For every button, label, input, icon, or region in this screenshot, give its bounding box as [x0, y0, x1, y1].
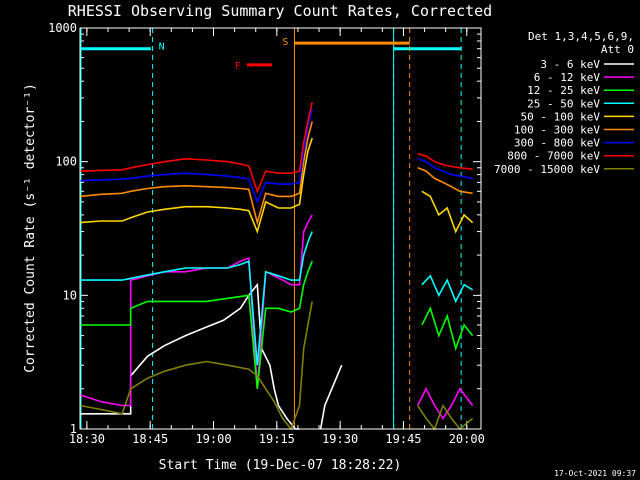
series-line — [80, 231, 313, 366]
night-label: N — [159, 42, 165, 53]
legend-title-line-1: Det 1,3,4,5,6,9, — [528, 30, 634, 43]
legend-label: 6 - 12 keV — [534, 71, 601, 84]
legend-label: 100 - 300 keV — [514, 124, 600, 137]
legend-label: 3 - 6 keV — [540, 58, 600, 71]
series-line — [79, 121, 313, 226]
legend-label: 25 - 50 keV — [527, 97, 600, 110]
legend-label: 7000 - 15000 keV — [494, 163, 600, 176]
series-line — [417, 403, 474, 431]
legend-label: 300 - 800 keV — [514, 137, 600, 150]
series-line — [80, 260, 313, 389]
y-tick-label: 10 — [63, 288, 77, 302]
plot-frame — [79, 27, 482, 430]
series-line — [421, 306, 474, 352]
x-axis-label: Start Time (19-Dec-07 18:28:22) — [159, 458, 402, 473]
x-tick-label: 19:15 — [259, 432, 295, 446]
series-line — [79, 101, 313, 194]
axis-ticks: 18:30 18:45 19:00 19:15 19:30 19:45 20:00 1 10 10… — [48, 21, 485, 446]
flare-label: F — [235, 61, 241, 72]
x-tick-label: 18:30 — [69, 432, 105, 446]
chart-title: RHESSI Observing Summary Count Rates, Co… — [68, 2, 492, 20]
x-tick-label: 19:30 — [322, 432, 358, 446]
saa-label: S — [282, 37, 288, 48]
series-line — [79, 214, 313, 407]
annotations: N S F — [80, 28, 462, 429]
y-tick-label: 1000 — [48, 21, 77, 35]
series-line — [421, 190, 474, 234]
series-line — [417, 158, 473, 180]
series-line — [80, 282, 300, 430]
series-line — [417, 152, 473, 170]
x-tick-label: 18:45 — [132, 432, 168, 446]
legend-title-line-2: Att 0 — [601, 43, 634, 56]
legend-label: 800 - 7000 keV — [507, 150, 600, 163]
x-tick-label: 20:00 — [449, 432, 485, 446]
series-line — [417, 167, 473, 195]
series-lines — [79, 101, 474, 431]
y-tick-label: 1 — [70, 422, 77, 436]
x-tick-label: 19:00 — [195, 432, 231, 446]
series-line — [79, 137, 313, 235]
legend-label: 50 - 100 keV — [521, 110, 601, 123]
timestamp: 17-Oct-2021 09:37 — [554, 469, 636, 478]
series-line — [319, 364, 343, 430]
series-line — [79, 301, 313, 431]
x-tick-label: 19:45 — [385, 432, 421, 446]
legend-label: 12 - 25 keV — [527, 84, 600, 97]
series-line — [421, 274, 474, 304]
y-axis-label: Corrected Count Rate (s⁻¹ detector⁻¹) — [23, 83, 38, 373]
series-line — [416, 387, 474, 420]
y-tick-label: 100 — [55, 155, 77, 169]
series-line — [79, 108, 313, 205]
